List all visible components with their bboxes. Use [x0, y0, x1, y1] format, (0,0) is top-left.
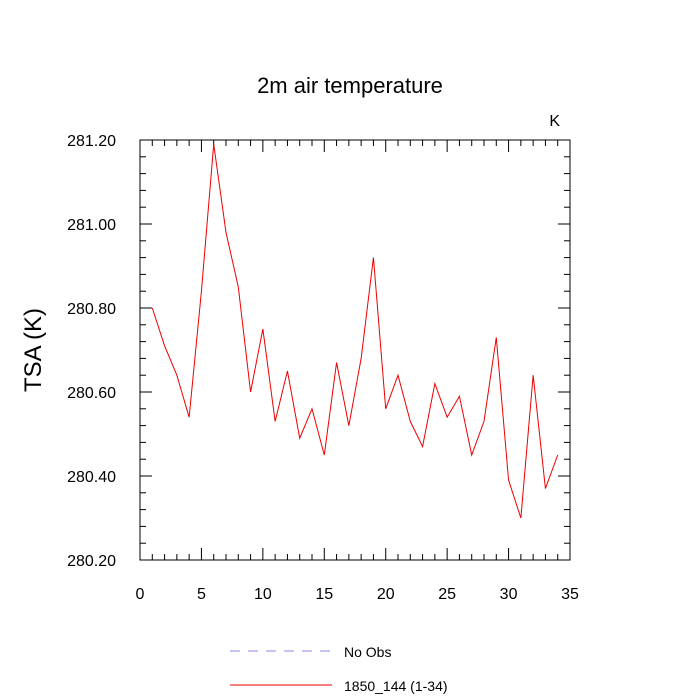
x-tick-label: 0 [136, 586, 145, 603]
legend: No Obs 1850_144 (1-34) [230, 644, 448, 694]
x-tick-label: 15 [315, 586, 333, 603]
x-tick-label: 10 [254, 586, 272, 603]
y-tick-label: 281.00 [67, 217, 116, 234]
x-tick-label: 20 [377, 586, 395, 603]
y-tick-label: 280.40 [67, 469, 116, 486]
chart-title: 2m air temperature [257, 73, 443, 98]
y-axis-label: TSA (K) [20, 308, 47, 392]
y-tick-label: 280.60 [67, 385, 116, 402]
y-tick-label: 280.20 [67, 553, 116, 570]
legend-label: No Obs [344, 644, 391, 660]
legend-label: 1850_144 (1-34) [344, 678, 448, 694]
series-line [151, 144, 559, 519]
axis-tick-labels: 0 5 10 15 20 25 30 35 280.20 280.40 280.60 280.80 28… [67, 133, 579, 603]
units-label: K [549, 113, 560, 130]
x-tick-label: 25 [438, 586, 456, 603]
x-tick-label: 35 [561, 586, 579, 603]
axis-ticks [139, 139, 571, 561]
series-layer [151, 144, 559, 519]
y-tick-label: 280.80 [67, 301, 116, 318]
x-tick-label: 5 [197, 586, 206, 603]
x-tick-label: 30 [500, 586, 518, 603]
plot-frame [139, 139, 571, 561]
y-tick-label: 281.20 [67, 133, 116, 150]
